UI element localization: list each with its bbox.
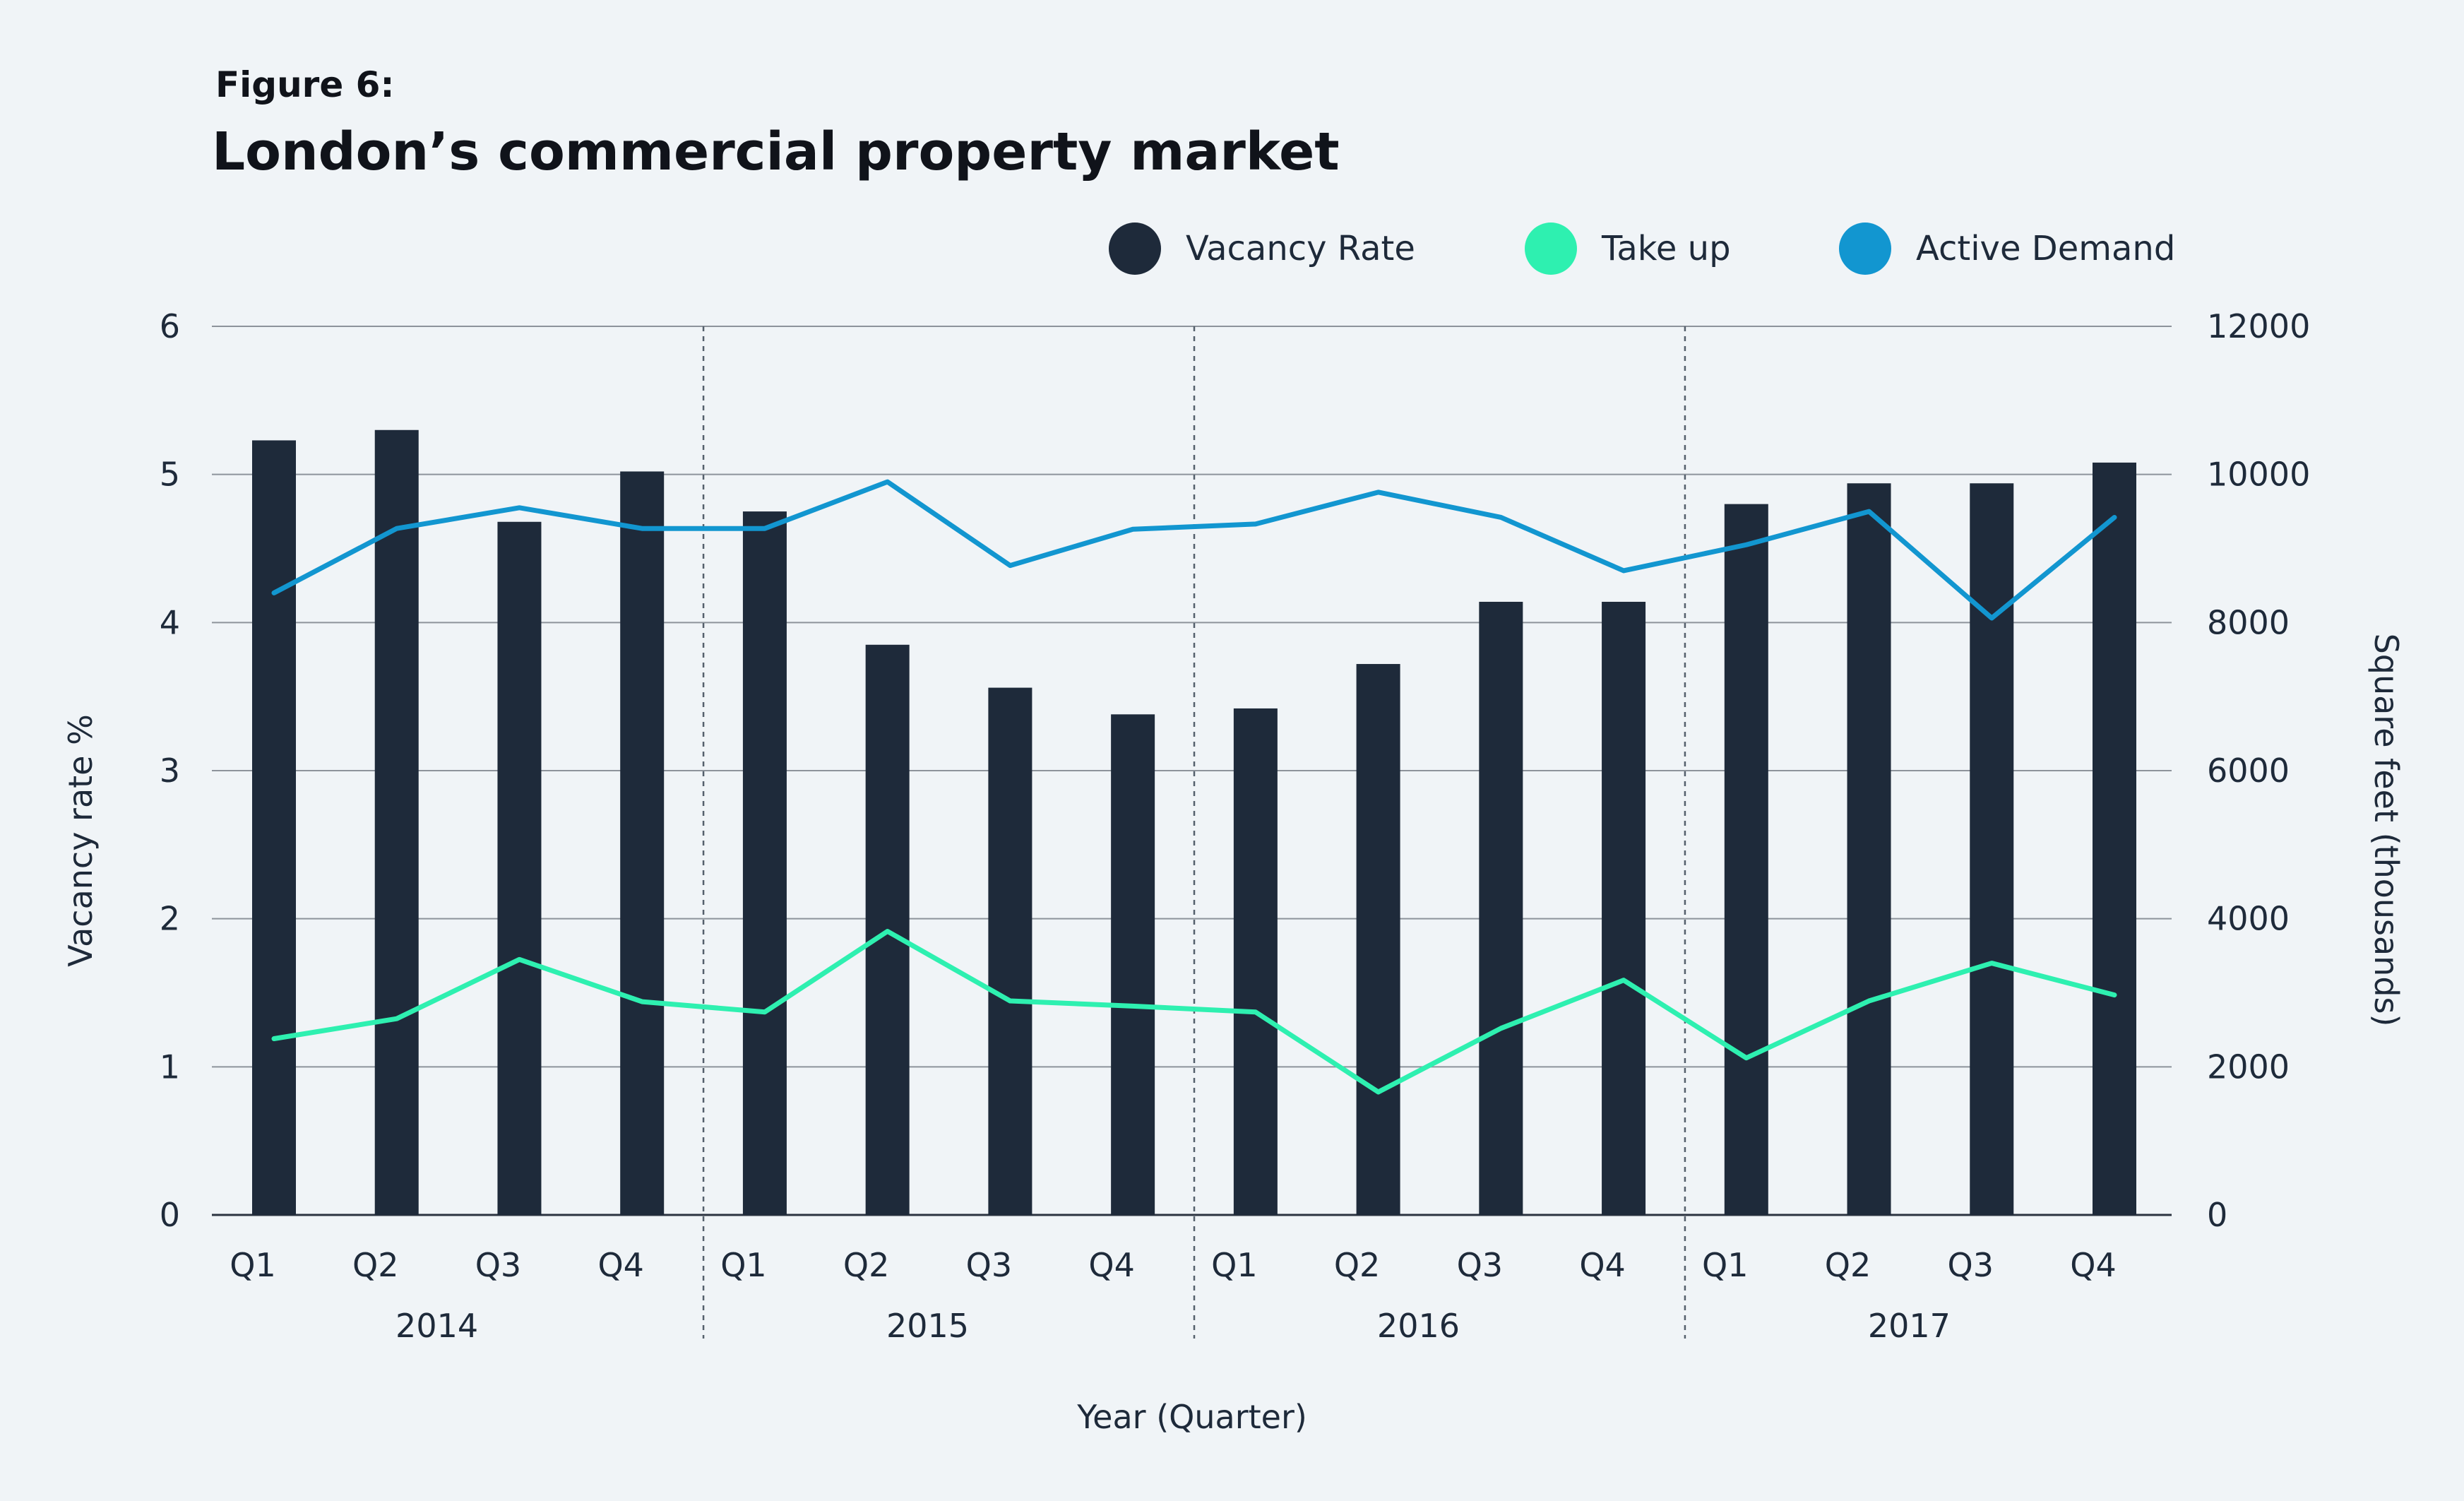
x-tick-label: Q3 <box>475 1246 521 1284</box>
legend-swatch-vacancy-rate <box>1109 223 1161 275</box>
vacancy-rate-bar <box>988 687 1032 1215</box>
vacancy-rate-bar <box>1356 664 1400 1215</box>
vacancy-rate-bar <box>2093 462 2136 1215</box>
x-tick-label: Q4 <box>1088 1246 1134 1284</box>
y2-tick-label: 12000 <box>2207 307 2310 345</box>
x-tick-label: Q3 <box>1457 1246 1503 1284</box>
right-axis-ticks: 0 2000 4000 6000 8000 10000 12000 <box>2207 307 2310 1234</box>
y-tick-label: 2 <box>160 900 180 938</box>
y2-axis-title: Square feet (thousands) <box>2367 634 2405 1027</box>
legend-label-vacancy-rate: Vacancy Rate <box>1186 229 1415 268</box>
x-tick-label: Q3 <box>1948 1246 1994 1284</box>
x-tick-label: Q1 <box>1702 1246 1748 1284</box>
y-tick-label: 0 <box>160 1196 180 1234</box>
x-tick-label: Q2 <box>1334 1246 1380 1284</box>
vacancy-rate-bar <box>252 440 296 1215</box>
vacancy-rate-bar <box>1602 601 1646 1215</box>
line-series <box>271 479 2117 1095</box>
vacancy-rate-bar <box>1233 708 1278 1215</box>
x-tick-label: Q3 <box>966 1246 1012 1284</box>
x-tick-label: Q4 <box>597 1246 643 1284</box>
legend-label-take-up: Take up <box>1601 229 1731 268</box>
legend-swatch-take-up <box>1525 223 1577 275</box>
vacancy-rate-bar <box>742 511 787 1215</box>
vacancy-rate-bar <box>620 471 665 1215</box>
y-tick-label: 6 <box>160 307 180 345</box>
legend-swatch-active-demand <box>1839 223 1891 275</box>
x-tick-label: Q2 <box>843 1246 889 1284</box>
x-axis-ticks: Q1 Q2 Q3 Q4 Q1 Q2 Q3 Q4 Q1 Q2 Q3 Q4 Q1 Q2 Q3 Q4 <box>230 1246 2116 1284</box>
vacancy-rate-bar <box>497 521 542 1215</box>
y2-tick-label: 8000 <box>2207 603 2290 641</box>
vacancy-rate-bar <box>1479 601 1523 1215</box>
y-tick-label: 1 <box>160 1048 180 1086</box>
x-tick-label: Q4 <box>1579 1246 1625 1284</box>
left-axis-ticks: 0 1 2 3 4 5 6 <box>160 307 180 1234</box>
y2-tick-label: 0 <box>2207 1196 2227 1234</box>
x-axis-title: Year (Quarter) <box>1076 1398 1307 1436</box>
chart-title: London’s commercial property market <box>212 121 1340 182</box>
figure-label: Figure 6: <box>215 64 394 105</box>
vacancy-rate-bar <box>1111 714 1155 1215</box>
x-tick-label: Q2 <box>352 1246 398 1284</box>
take-up-line <box>271 928 2117 1095</box>
y-tick-label: 5 <box>160 456 180 494</box>
vacancy-rate-bars <box>252 429 2136 1216</box>
y2-tick-label: 2000 <box>2207 1048 2290 1086</box>
y-tick-label: 4 <box>160 603 180 641</box>
vacancy-rate-bar <box>1970 483 2014 1216</box>
year-label: 2015 <box>886 1307 969 1345</box>
x-tick-label: Q1 <box>230 1246 275 1284</box>
x-tick-label: Q2 <box>1825 1246 1871 1284</box>
year-labels: 2014 2015 2016 2017 <box>395 1307 1951 1345</box>
vacancy-rate-bar <box>1847 483 1891 1216</box>
x-tick-label: Q1 <box>720 1246 766 1284</box>
active-demand-line <box>271 479 2117 621</box>
y2-tick-label: 10000 <box>2207 456 2310 494</box>
year-label: 2014 <box>395 1307 478 1345</box>
year-label: 2016 <box>1377 1307 1460 1345</box>
x-tick-label: Q1 <box>1211 1246 1257 1284</box>
legend-label-active-demand: Active Demand <box>1916 229 2175 268</box>
x-tick-label: Q4 <box>2070 1246 2116 1284</box>
year-dividers <box>702 326 1686 1339</box>
y-axis-title: Vacancy rate % <box>61 714 100 967</box>
y2-tick-label: 4000 <box>2207 900 2290 938</box>
vacancy-rate-bar <box>374 429 419 1216</box>
y-tick-label: 3 <box>160 752 180 790</box>
year-label: 2017 <box>1868 1307 1951 1345</box>
legend: Vacancy Rate Take up Active Demand <box>1109 223 2175 275</box>
y2-tick-label: 6000 <box>2207 752 2290 790</box>
vacancy-rate-bar <box>1724 504 1768 1215</box>
